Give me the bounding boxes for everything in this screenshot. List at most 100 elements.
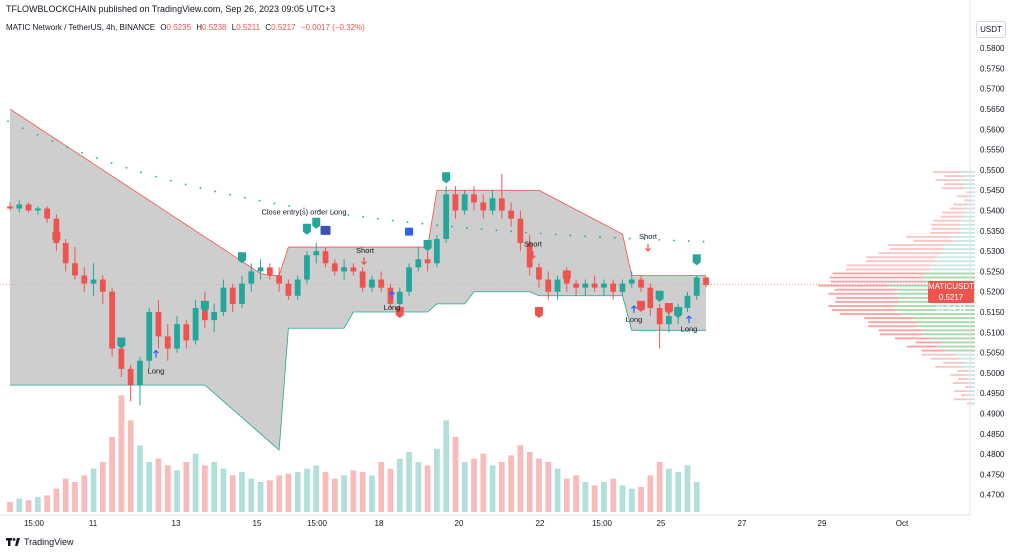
profile-bar-up [972,386,975,388]
profile-bar-down [840,313,901,315]
volume-bar [202,465,208,512]
candle-body [610,284,616,292]
volume-bar [453,437,459,512]
x-tick-label: 13 [172,519,181,528]
x-tick-label: 22 [536,519,545,528]
profile-bar-down [895,338,931,340]
profile-bar-down [890,248,945,250]
y-tick-label: 0.5200 [980,288,1005,297]
trend-dot [688,240,690,242]
y-tick-label: 0.5500 [980,166,1005,175]
trend-dot [614,237,616,239]
x-tick-label: 15:00 [592,519,613,528]
profile-bar-down [954,398,968,400]
profile-bar-up [967,382,975,384]
profile-bar-up [970,394,975,396]
candle-body [601,284,607,288]
profile-bar-up [960,171,975,173]
trend-dot [658,239,660,241]
candle-body [582,284,588,288]
trend-dot [7,120,9,122]
trend-dot [244,197,246,199]
candle-body [295,280,301,296]
profile-bar-down [836,297,899,299]
profile-bar-down [914,240,954,242]
tradingview-icon [6,538,20,547]
candle-body [647,288,653,308]
volume-bar [91,469,97,512]
candle-body [165,336,171,348]
profile-bar-up [916,325,975,327]
volume-bar [638,487,644,512]
x-tick-label: 27 [738,519,747,528]
trend-dot [466,227,468,229]
volume-bar [666,469,672,512]
candle-body [183,324,189,340]
candle-body [536,267,542,279]
volume-bar [582,482,588,512]
profile-bar-up [972,191,975,193]
volume-bar [360,472,366,512]
profile-bar-down [907,346,938,348]
profile-bar-down [888,244,944,246]
volume-bar [313,465,319,512]
y-tick-label: 0.5650 [980,105,1005,114]
volume-bar [573,475,579,512]
candle-body [545,280,551,292]
long-label: Long [148,367,165,376]
profile-bar-down [834,289,897,291]
volume-bar [369,475,375,512]
volume-bar [350,470,356,512]
volume-bar [258,482,264,512]
profile-bar-down [830,277,924,279]
profile-bar-up [966,208,975,210]
time-axis[interactable]: 15:00 11 13 15 15:00 18 20 22 15:00 25 27 29 Oct [0,515,970,528]
trend-dot [451,226,453,228]
trend-dot [81,152,83,154]
x-tick-label: 20 [455,519,464,528]
volume-bar [267,480,273,512]
candle-body [248,271,254,283]
volume-bar [397,459,403,512]
short-badge [535,307,543,318]
profile-bar-down [958,378,969,380]
profile-bar-up [959,232,975,234]
price-tag-ticker: MATICUSDT [928,281,974,292]
long-badge [303,224,311,235]
profile-bar-down [829,293,895,295]
candle-body [146,312,152,361]
x-tick-label: 15 [253,519,262,528]
candle-body [63,243,69,263]
candle-body [323,251,329,263]
tradingview-logo[interactable]: TradingView [6,537,74,547]
volume-bar [462,462,468,512]
price-axis[interactable]: 0.5800 0.5750 0.5700 0.5650 0.5600 0.5550 0.55… [970,0,1005,515]
y-tick-label: 0.4900 [980,410,1005,419]
candle-body [360,271,366,287]
profile-bar-up [916,321,975,323]
volume-bar [685,465,691,512]
volume-bar [620,485,626,512]
profile-bar-up [968,390,975,392]
close-entry-marker [405,228,413,236]
volume-bar [471,459,477,512]
candle-body [629,280,635,284]
volume-bar [193,454,199,512]
candle-body [91,280,97,284]
trend-dot [629,238,631,240]
volume-bar [629,489,635,512]
volume-bar [128,420,134,512]
candle-body [415,259,421,267]
candle-body [480,202,486,210]
volume-bar [675,472,681,512]
candle-body [193,308,199,340]
profile-bar-down [819,285,889,287]
profile-bar-up [960,358,975,360]
candle-body [286,284,292,296]
candle-body [350,267,356,271]
trend-dot [436,224,438,226]
profile-bar-up [968,398,975,400]
profile-bar-up [971,199,975,201]
candle-body [109,292,115,349]
